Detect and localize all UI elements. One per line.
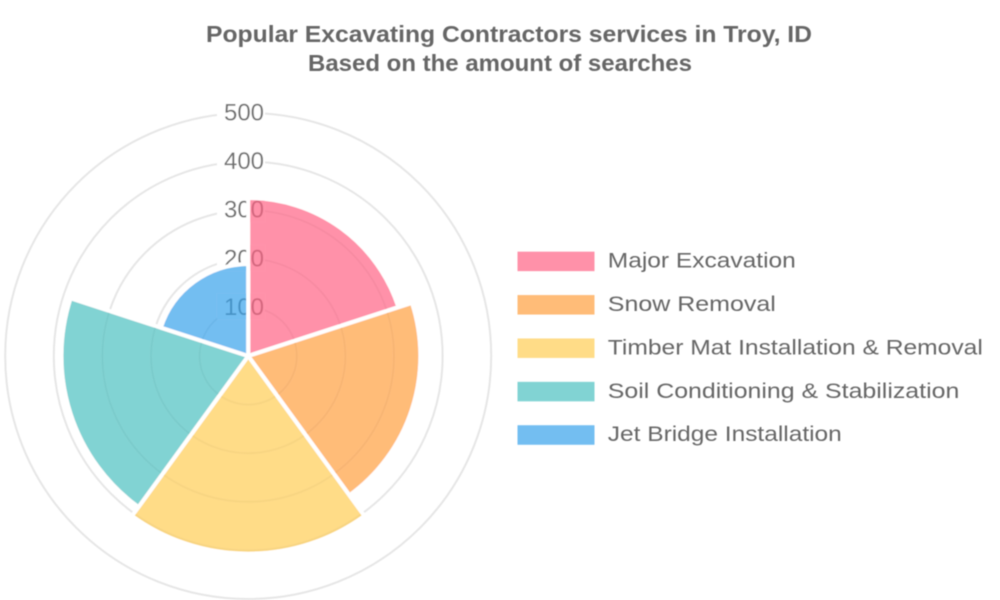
svg-text:Snow Removal: Snow Removal xyxy=(608,293,776,316)
svg-text:400: 400 xyxy=(224,148,264,175)
svg-text:500: 500 xyxy=(224,100,264,127)
svg-text:Timber Mat Installation & Remo: Timber Mat Installation & Removal xyxy=(608,336,983,359)
svg-text:Soil Conditioning & Stabilizat: Soil Conditioning & Stabilization xyxy=(608,380,960,403)
svg-text:Based on the amount of searche: Based on the amount of searches xyxy=(308,50,692,76)
svg-text:Major Excavation: Major Excavation xyxy=(608,250,796,273)
svg-text:Popular Excavating Contractors: Popular Excavating Contractors services … xyxy=(206,21,812,47)
svg-text:Jet Bridge Installation: Jet Bridge Installation xyxy=(608,423,842,446)
